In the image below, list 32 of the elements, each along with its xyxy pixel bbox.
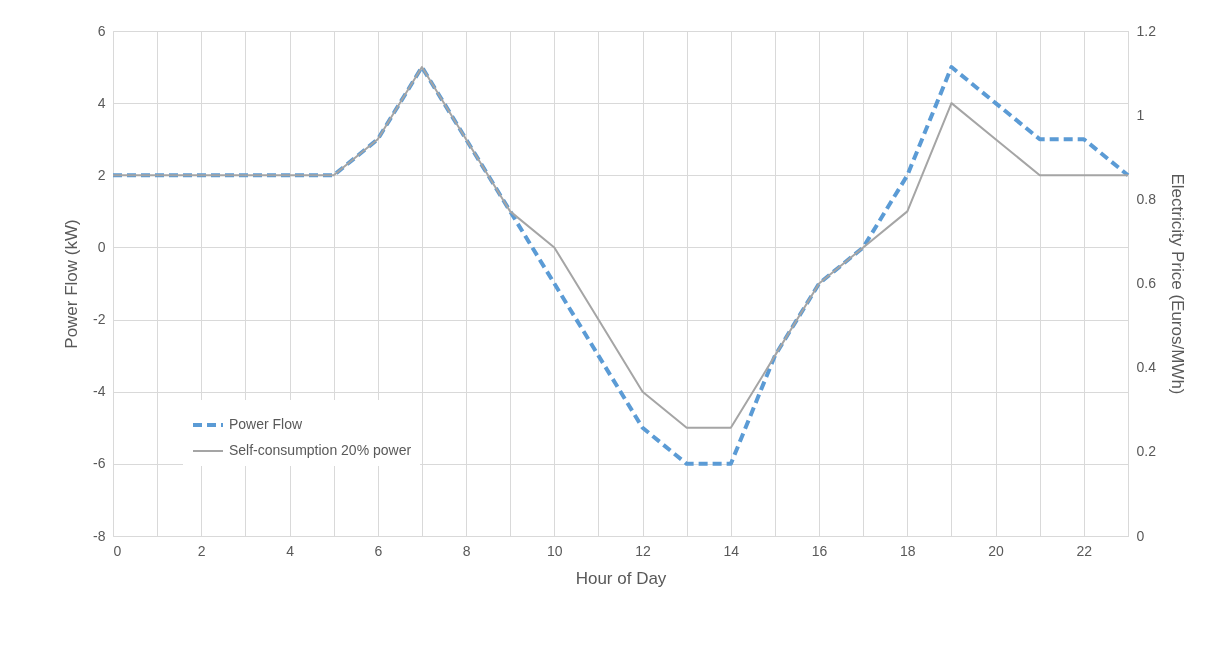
x-tick-label: 4 (286, 542, 295, 559)
x-tick-label: 20 (988, 542, 1005, 559)
x-tick-label: 16 (811, 542, 828, 559)
x-tick-label: 14 (723, 542, 740, 559)
legend-label: Power Flow (229, 416, 304, 432)
y2-axis-title: Electricity Price (Euros/MWh) (1167, 173, 1187, 395)
y-tick-label: 2 (97, 166, 106, 183)
x-tick-label: 2 (197, 542, 206, 559)
y2-tick-label: 0.6 (1136, 275, 1157, 291)
y2-tick-label: 0.8 (1136, 190, 1157, 207)
y2-tick-label: 1.2 (1136, 22, 1157, 39)
y2-tick-label: 0 (1136, 527, 1145, 544)
x-axis-title: Hour of Day (575, 568, 667, 588)
x-tick-label: 10 (547, 542, 563, 559)
y-tick-label: 4 (97, 94, 106, 111)
x-tick-label: 6 (374, 542, 383, 559)
x-tick-label: 0 (113, 542, 122, 559)
y-tick-label: 0 (97, 238, 106, 255)
y2-tick-label: 1 (1136, 106, 1145, 123)
legend-label: Self-consumption 20% power (229, 442, 412, 458)
y-tick-label: 6 (97, 22, 106, 39)
y2-tick-label: 0.4 (1136, 359, 1157, 376)
y-tick-label: -2 (93, 311, 106, 328)
x-tick-label: 12 (635, 542, 652, 559)
y-tick-label: -6 (93, 455, 106, 472)
y-axis-title: Power Flow (kW) (62, 219, 82, 349)
y-tick-label: -8 (93, 527, 106, 544)
x-tick-label: 18 (900, 542, 916, 559)
x-tick-label: 8 (462, 542, 471, 559)
y2-tick-label: 0.2 (1136, 443, 1157, 460)
y-tick-label: -4 (93, 383, 106, 400)
x-tick-label: 22 (1076, 542, 1093, 559)
